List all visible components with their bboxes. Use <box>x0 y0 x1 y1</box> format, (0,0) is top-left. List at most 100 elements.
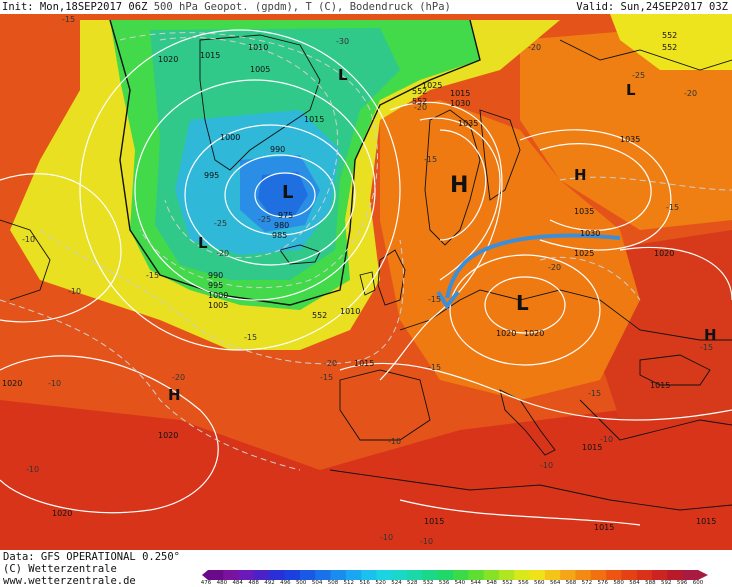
height-label: 552 <box>312 311 327 320</box>
scale-label: 596 <box>676 580 688 586</box>
scale-swatch <box>483 570 500 580</box>
isobar-label: 1010 <box>248 43 268 52</box>
isobar-east-1035 <box>539 143 652 231</box>
isobar-label: 1015 <box>304 115 324 124</box>
scale-swatch <box>238 570 255 580</box>
scale-arrow-left <box>202 570 208 580</box>
temp-label: -15 <box>320 373 333 382</box>
scale-swatch <box>544 570 561 580</box>
isobar-label: 1020 <box>158 55 178 64</box>
isobar-east-1030 <box>519 129 672 251</box>
temp-label: -10 <box>48 379 61 388</box>
scale-swatch <box>391 570 408 580</box>
isobar-label: 995 <box>204 171 219 180</box>
scale-swatch <box>529 570 546 580</box>
isobar-label: 1030 <box>580 229 600 238</box>
isobar-africa-1015 <box>399 499 641 526</box>
isobar-label: 1005 <box>250 65 270 74</box>
temp-label: -10 <box>540 461 553 470</box>
system-L1: L <box>282 182 293 203</box>
isobar-label: 1015 <box>424 517 444 526</box>
iberia-coast <box>339 369 431 441</box>
scale-label: 552 <box>502 580 513 586</box>
north-africa-coast <box>329 469 732 511</box>
iceland-coast <box>279 244 321 265</box>
temp-label: -15 <box>666 203 679 212</box>
temp-label: -30 <box>336 37 349 46</box>
scale-label: 508 <box>327 580 339 586</box>
temp-label: -25 <box>632 71 645 80</box>
scale-label: 560 <box>534 580 545 586</box>
scale-swatch <box>514 570 531 580</box>
height-labels: 552 552 552 552 552 <box>312 31 677 320</box>
scale-swatch <box>208 570 224 580</box>
deep-blue-core <box>258 172 308 215</box>
isobar-atlantic-1020 <box>0 355 219 514</box>
scale-label: 496 <box>280 580 291 586</box>
temp-label: -10 <box>380 533 393 542</box>
header-text: Init: Mon,18SEP2017 06Z 500 hPa Geopot. … <box>2 0 451 14</box>
greenland-coast <box>199 34 321 171</box>
orange-field-east <box>520 30 732 230</box>
weather-map-svg: L L L L L H H H H 1020 1015 1010 1005 10… <box>0 14 732 550</box>
isobar-cut-off-low <box>484 276 566 334</box>
scale-swatch <box>422 570 439 580</box>
scale-swatch <box>284 570 301 580</box>
temp-label: -20 <box>684 89 697 98</box>
isobars <box>0 29 732 526</box>
scale-swatch <box>575 570 592 580</box>
isobar-low-1015 <box>79 29 401 351</box>
scale-label: 492 <box>264 580 275 586</box>
height-label: 552 <box>412 97 427 106</box>
isobar-label: 1030 <box>450 99 470 108</box>
data-source: Data: GFS OPERATIONAL 0.250° <box>3 551 181 563</box>
temp-label: -15 <box>428 295 441 304</box>
isobar-label: 1020 <box>2 379 22 388</box>
system-L4: L <box>516 291 529 315</box>
system-H4: H <box>704 326 717 344</box>
temp-label: -20 <box>548 263 561 272</box>
scale-label: 536 <box>438 580 450 586</box>
isobar-label: 1035 <box>574 207 594 216</box>
temp-contour-minus25 <box>159 37 339 259</box>
temp-label: -15 <box>244 333 257 342</box>
isobar-low-995 <box>184 124 356 266</box>
isobar-label: 990 <box>208 271 223 280</box>
isobar-ridge-1035 <box>439 129 487 241</box>
website[interactable]: www.wetterzentrale.de <box>3 575 136 587</box>
isobar-label: 1015 <box>200 51 220 60</box>
orange-ridge-europe <box>380 100 640 400</box>
scale-label: 528 <box>407 580 418 586</box>
flow-arrow-head <box>436 290 460 310</box>
scandinavia-coast <box>424 109 481 246</box>
isobar-label: 975 <box>278 211 293 220</box>
temp-contour-east-minus20 <box>539 256 641 301</box>
color-scale-labels: 476 480 484 488 492 496 500 504 508 512 516 520 524 5… <box>201 580 704 587</box>
product-title: 500 hPa Geopot. (gpdm), T (C), Bodendruc… <box>153 1 451 13</box>
isobar-label: 1020 <box>52 509 72 518</box>
temp-label: -20 <box>216 249 229 258</box>
coastlines <box>0 34 732 511</box>
isobar-south-1015 <box>339 362 732 421</box>
isobar-far-east-1020 <box>619 246 732 301</box>
isobar-low-985 <box>224 154 336 236</box>
greece-turkey-coast <box>579 399 732 441</box>
isobar-label: 1025 <box>574 249 594 258</box>
scale-label: 524 <box>391 580 402 586</box>
british-isles-coast <box>377 249 406 306</box>
temp-label: -20 <box>414 103 427 112</box>
map-footer: Data: GFS OPERATIONAL 0.250° (C) Wetterz… <box>0 550 732 587</box>
scale-label: 580 <box>613 580 624 586</box>
system-L3: L <box>198 234 208 252</box>
scale-label: 476 <box>200 580 212 586</box>
scale-swatch <box>437 570 454 580</box>
isobar-labels: 1020 1015 1010 1005 1000 995 990 985 980… <box>2 43 716 532</box>
isobar-ridge-1025 <box>379 101 503 381</box>
scale-label: 556 <box>518 580 529 586</box>
temp-label: -10 <box>22 235 35 244</box>
scale-swatch <box>652 570 668 580</box>
temp-label: -20 <box>172 373 185 382</box>
scale-label: 588 <box>645 580 656 586</box>
isobar-label: 1015 <box>450 89 470 98</box>
scale-swatch <box>621 570 638 580</box>
